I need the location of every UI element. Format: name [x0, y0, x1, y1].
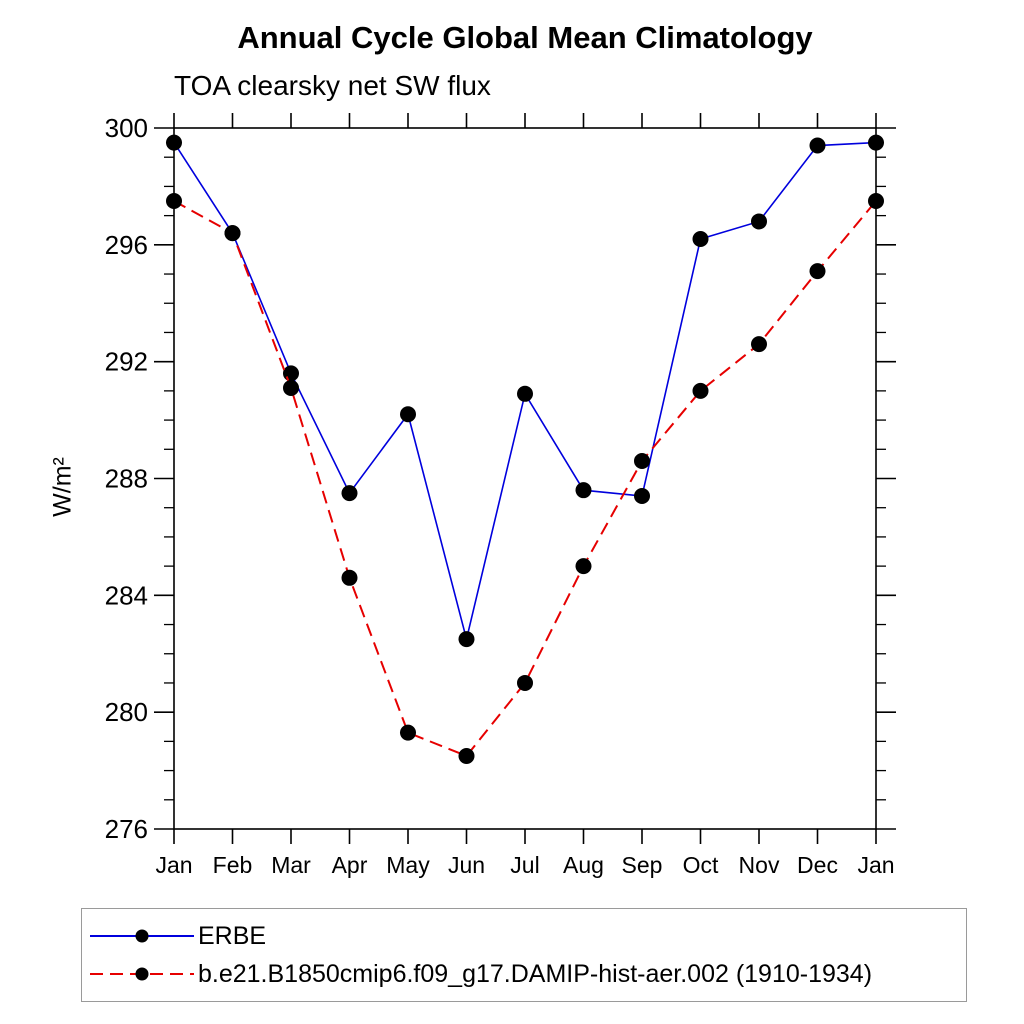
svg-text:284: 284 [105, 580, 148, 610]
svg-text:Feb: Feb [213, 852, 253, 878]
svg-text:288: 288 [105, 464, 148, 494]
erbe-line-swatch [90, 929, 194, 943]
svg-text:280: 280 [105, 697, 148, 727]
svg-text:Aug: Aug [563, 852, 604, 878]
legend-item-erbe: ERBE [88, 922, 960, 951]
svg-text:Jul: Jul [510, 852, 539, 878]
svg-text:Nov: Nov [739, 852, 780, 878]
legend: ERBE b.e21.B1850cmip6.f09_g17.DAMIP-hist… [81, 908, 967, 1002]
svg-text:292: 292 [105, 347, 148, 377]
svg-text:Jan: Jan [857, 852, 894, 878]
svg-text:Jun: Jun [448, 852, 485, 878]
legend-label-erbe: ERBE [198, 921, 267, 950]
svg-text:Apr: Apr [332, 852, 368, 878]
svg-text:276: 276 [105, 814, 148, 844]
svg-text:300: 300 [105, 113, 148, 143]
svg-text:Jan: Jan [155, 852, 192, 878]
svg-text:Sep: Sep [622, 852, 663, 878]
svg-text:May: May [386, 852, 430, 878]
svg-text:296: 296 [105, 230, 148, 260]
chart-subtitle: TOA clearsky net SW flux [174, 70, 491, 101]
legend-label-model: b.e21.B1850cmip6.f09_g17.DAMIP-hist-aer.… [198, 959, 873, 988]
svg-text:Mar: Mar [271, 852, 311, 878]
svg-text:Dec: Dec [797, 852, 838, 878]
svg-text:Oct: Oct [683, 852, 719, 878]
model-line-swatch [90, 967, 194, 981]
legend-item-model: b.e21.B1850cmip6.f09_g17.DAMIP-hist-aer.… [88, 960, 960, 989]
chart-title: Annual Cycle Global Mean Climatology [237, 20, 813, 55]
